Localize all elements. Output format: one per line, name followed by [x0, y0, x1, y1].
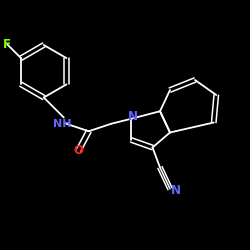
- Text: N: N: [171, 184, 181, 196]
- Text: F: F: [3, 38, 11, 51]
- Text: O: O: [74, 144, 84, 156]
- Text: N: N: [128, 110, 138, 123]
- Text: NH: NH: [52, 119, 71, 129]
